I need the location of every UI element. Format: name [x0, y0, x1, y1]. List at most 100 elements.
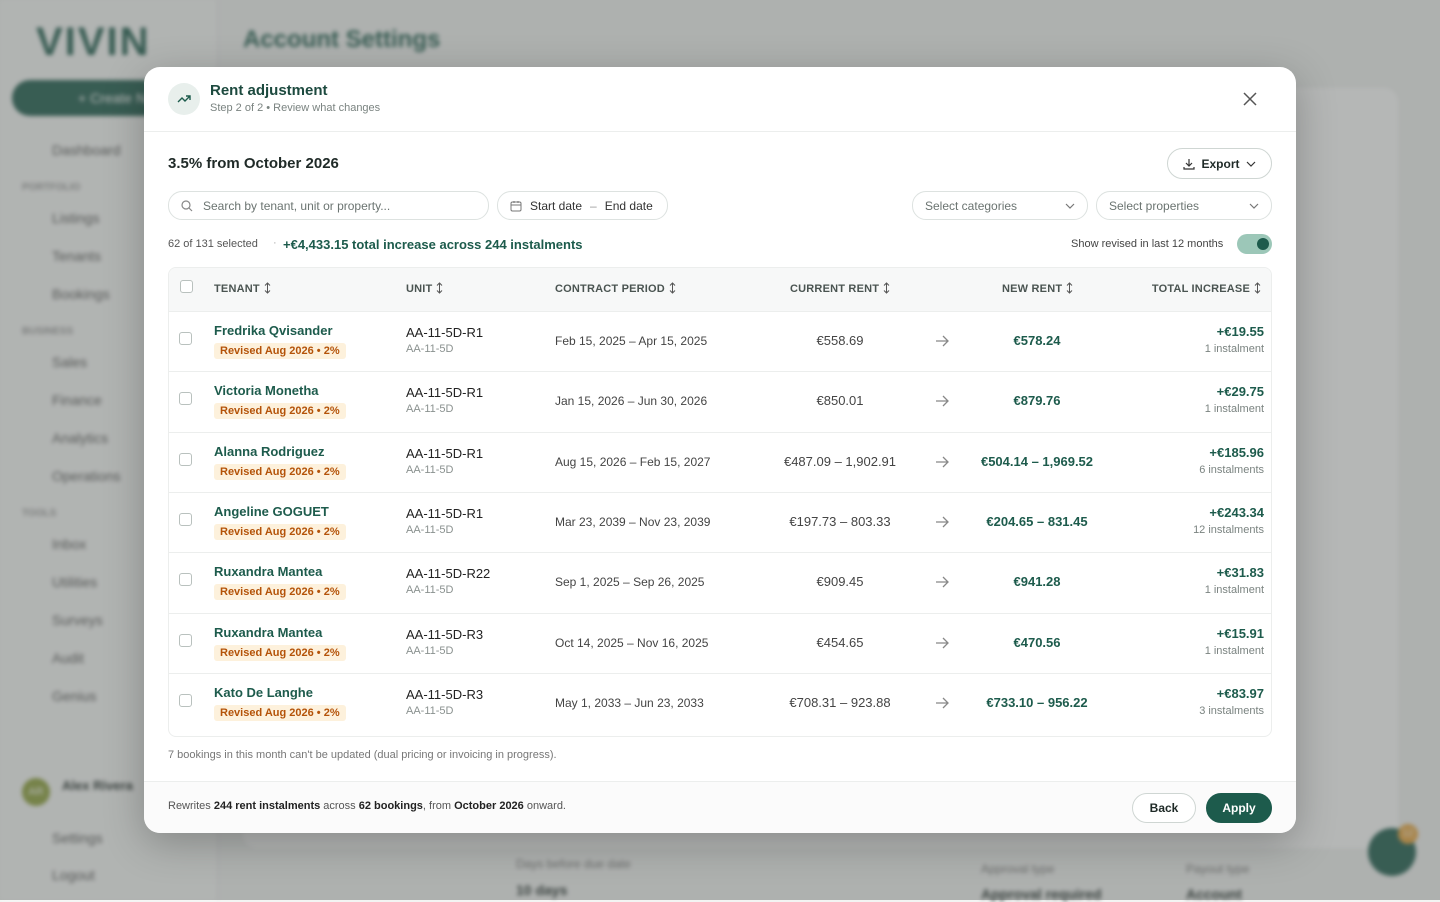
approval-label: Approval type	[981, 862, 1055, 876]
column-header[interactable]: TOTAL INCREASE	[1152, 282, 1261, 295]
row-checkbox[interactable]	[179, 633, 192, 647]
unit: AA-11-5D-R1	[406, 445, 484, 461]
tenant-name[interactable]: Fredrika Qvisander	[214, 323, 333, 338]
table: TENANT UNIT CONTRACT PERIOD CURRENT RENT NEW…	[168, 267, 1272, 737]
date-range[interactable]: Start date – End date	[497, 191, 668, 220]
close-button[interactable]	[1243, 92, 1257, 106]
instalment-count: 1 instalment	[1204, 644, 1264, 657]
new-rent: €470.56	[1013, 634, 1061, 650]
chat-badge: 12	[1398, 824, 1418, 844]
column-header[interactable]: TENANT	[214, 282, 271, 295]
row-checkbox[interactable]	[179, 392, 192, 406]
tenant-name[interactable]: Angeline GOGUET	[214, 503, 329, 519]
tenant-name[interactable]: Kato De Langhe	[214, 684, 313, 700]
nav-item: Surveys	[52, 612, 103, 628]
back-button[interactable]: Back	[1132, 793, 1196, 823]
tenant-name[interactable]: Ruxandra Mantea	[214, 564, 323, 580]
chevron	[1249, 203, 1259, 209]
new-rent: €879.76	[1013, 393, 1061, 409]
date-separator: –	[590, 198, 597, 213]
modal-icon	[168, 83, 200, 115]
apply-button[interactable]: Apply	[1206, 793, 1272, 823]
apply-label: Apply	[1222, 801, 1256, 815]
total-increase: +€15.91	[1216, 625, 1264, 641]
arrow-icon	[935, 636, 949, 654]
properties-select[interactable]: Select properties	[1096, 191, 1272, 220]
footer-part: 62 bookings	[358, 800, 423, 812]
contract-period: Sep 1, 2025 – Sep 26, 2025	[555, 575, 705, 590]
new-rent: €504.14 – 1,969.52	[980, 453, 1094, 469]
selection-count: 62 of 131 selected	[168, 238, 258, 250]
arrow-icon	[935, 394, 949, 412]
download-icon	[1183, 158, 1196, 170]
card-label: Days before due date	[516, 857, 631, 871]
categories-select[interactable]: Select categories	[912, 191, 1088, 220]
unit: AA-11-5D-R1	[406, 385, 484, 401]
nav-item: Operations	[52, 468, 121, 484]
tenant-name[interactable]: Ruxandra Mantea	[214, 624, 323, 640]
tenant-name[interactable]: Victoria Monetha	[214, 383, 319, 399]
property: AA-11-5D	[406, 584, 454, 597]
total-increase: +€29.75	[1216, 384, 1264, 400]
footer-part: Rewrites	[168, 800, 214, 812]
contract-period: Jan 15, 2026 – Jun 30, 2026	[555, 394, 708, 409]
new-rent: €733.10 – 956.22	[986, 694, 1088, 710]
row-checkbox[interactable]	[179, 512, 192, 526]
arrow-icon	[935, 696, 949, 714]
arrow-icon	[935, 334, 949, 352]
table-row: Kato De Langhe Revised Aug 2026 • 2% AA-11…	[169, 672, 1271, 733]
end-date: End date	[604, 198, 653, 213]
column-header[interactable]: CURRENT RENT	[790, 282, 890, 295]
properties-placeholder: Select properties	[1109, 198, 1200, 213]
note: 7 bookings in this month can't be update…	[168, 749, 557, 761]
select-all-checkbox[interactable]	[180, 280, 193, 293]
instalment-count: 1 instalment	[1204, 584, 1264, 597]
instalment-count: 1 instalment	[1204, 403, 1264, 416]
revision-badge: Revised Aug 2026 • 2%	[214, 463, 346, 480]
property: AA-11-5D	[406, 343, 454, 355]
tenant-name[interactable]: Alanna Rodriguez	[214, 443, 325, 459]
nav-item: Analytics	[52, 430, 109, 446]
column-header[interactable]: CONTRACT PERIOD	[555, 282, 676, 295]
nav-section: BUSINESS	[22, 326, 74, 337]
row-checkbox[interactable]	[179, 452, 192, 466]
unit: AA-11-5D-R22	[406, 566, 491, 582]
instalment-count: 6 instalments	[1199, 463, 1264, 476]
revision-badge: Revised Aug 2026 • 2%	[214, 644, 346, 661]
nav-item: Audit	[52, 650, 84, 666]
table-header	[169, 268, 1271, 311]
column-header[interactable]: UNIT	[406, 282, 443, 295]
nav-item: Inbox	[52, 536, 87, 552]
current-rent: €454.65	[816, 634, 864, 650]
row-checkbox[interactable]	[179, 573, 192, 587]
export-button[interactable]: Export	[1167, 148, 1272, 179]
start-date: Start date	[530, 198, 583, 213]
column-header-label: CONTRACT PERIOD	[555, 283, 665, 295]
toggle[interactable]	[1237, 234, 1272, 254]
chevron	[1246, 161, 1255, 167]
card-value: 10 days	[516, 882, 568, 898]
revision-badge: Revised Aug 2026 • 2%	[214, 584, 346, 601]
revision-badge: Revised Aug 2026 • 2%	[214, 343, 346, 359]
new-rent: €941.28	[1013, 574, 1061, 590]
table-row: Fredrika Qvisander Revised Aug 2026 • 2% A…	[169, 311, 1271, 371]
back-label: Back	[1149, 801, 1179, 815]
column-header[interactable]: NEW RENT	[1002, 282, 1073, 295]
row-checkbox[interactable]	[179, 332, 192, 345]
nav-item: Finance	[52, 392, 102, 408]
revision-badge: Revised Aug 2026 • 2%	[214, 704, 346, 721]
nav-item: Bookings	[52, 286, 110, 302]
nav-item: Genius	[52, 688, 97, 704]
contract-period: Aug 15, 2026 – Feb 15, 2027	[555, 454, 711, 469]
categories-placeholder: Select categories	[925, 198, 1018, 213]
nav-item: Dashboard	[52, 142, 121, 158]
contract-period: Oct 14, 2025 – Nov 16, 2025	[555, 635, 709, 650]
current-rent: €487.09 – 1,902.91	[783, 453, 897, 469]
page-title: Account Settings	[243, 26, 441, 53]
row-checkbox[interactable]	[179, 693, 192, 707]
footer-text: Rewrites 244 rent instalments across 62 …	[168, 800, 566, 812]
nav-item: Sales	[52, 354, 88, 370]
logo: VIVIN	[36, 20, 151, 64]
search-input[interactable]: Search by tenant, unit or property...	[168, 191, 489, 220]
footer-part: across	[320, 800, 359, 812]
